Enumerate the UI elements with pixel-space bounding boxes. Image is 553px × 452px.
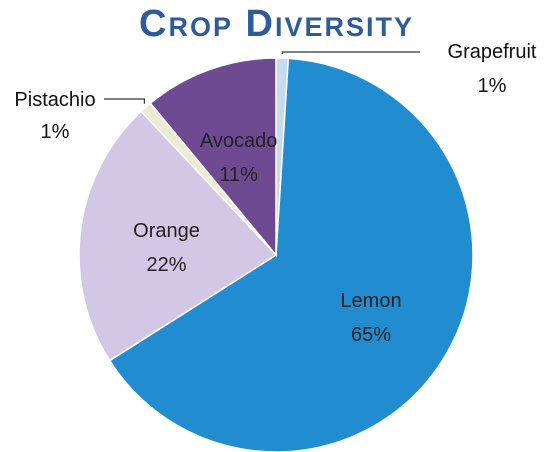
chart-title: Crop Diversity bbox=[139, 3, 414, 45]
pie-slice-lemon bbox=[108, 57, 474, 452]
slice-label-lemon: Lemon bbox=[340, 290, 401, 312]
pie-slice-avocado bbox=[149, 57, 277, 258]
leader-line-pistachio bbox=[104, 98, 145, 104]
slice-percent-avocado: 11% bbox=[219, 164, 258, 186]
slice-percent-grapefruit: 1% bbox=[478, 75, 507, 97]
slice-label-orange: Orange bbox=[133, 220, 200, 242]
slice-percent-lemon: 65% bbox=[351, 324, 391, 346]
slice-label-grapefruit: Grapefruit bbox=[448, 41, 537, 63]
slice-label-pistachio: Pistachio bbox=[14, 89, 95, 111]
slice-percent-orange: 22% bbox=[146, 254, 186, 276]
leader-line-grapefruit bbox=[281, 51, 420, 55]
slice-percent-pistachio: 1% bbox=[41, 121, 70, 143]
pie-slice-orange bbox=[78, 110, 278, 362]
slice-label-avocado: Avocado bbox=[200, 130, 277, 152]
